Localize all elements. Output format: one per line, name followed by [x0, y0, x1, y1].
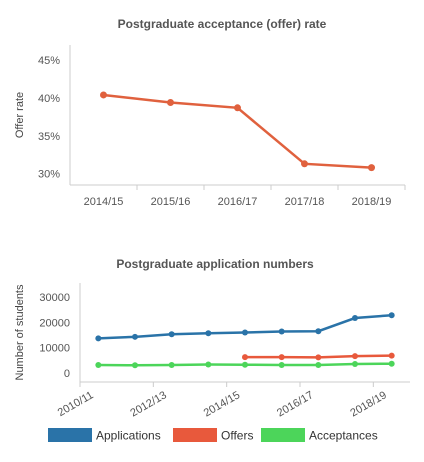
acceptances-point	[242, 361, 248, 368]
chart-title: Postgraduate application numbers	[116, 257, 314, 271]
acceptances-point	[315, 361, 322, 368]
applications-point	[278, 328, 285, 335]
x-tick-label: 2018/19	[352, 196, 392, 208]
offer-rate-point	[167, 99, 174, 107]
acceptances-point	[352, 360, 358, 367]
chart-title: Postgraduate acceptance (offer) rate	[118, 17, 327, 31]
x-tick-label: 2015/16	[151, 196, 191, 208]
applications-point	[95, 335, 102, 342]
acceptances-point	[95, 361, 102, 368]
offer-rate-point	[368, 164, 375, 172]
y-tick-label: 45%	[38, 55, 60, 67]
acceptances-point	[388, 360, 395, 367]
applications-point	[168, 331, 175, 338]
offers-point	[242, 354, 248, 361]
offer-rate-chart: Postgraduate acceptance (offer) rate Offe…	[14, 17, 406, 208]
y-tick-label: 20000	[39, 317, 70, 329]
x-tick-label: 2017/18	[285, 196, 325, 208]
applications-point	[352, 315, 358, 322]
acceptances-point	[205, 361, 212, 368]
offers-point	[278, 354, 285, 361]
x-tick-label: 2016/17	[275, 389, 315, 419]
y-axis-label: Number of students	[14, 284, 26, 380]
legend-swatch-offers	[173, 428, 217, 442]
acceptances-point	[168, 361, 175, 368]
offers-point	[315, 354, 322, 361]
applications-point	[388, 312, 395, 319]
applications-point	[132, 333, 138, 340]
y-tick-label: 35%	[38, 131, 60, 143]
acceptances-point	[278, 361, 285, 368]
x-tick-label: 2014/15	[84, 196, 124, 208]
offer-rate-point	[100, 91, 107, 99]
y-tick-label: 0	[64, 368, 70, 380]
y-tick-label: 10000	[39, 343, 70, 355]
y-tick-label: 30%	[38, 169, 60, 181]
y-tick-label: 40%	[38, 93, 60, 105]
acceptances-point	[132, 362, 138, 369]
offer-rate-point	[301, 160, 308, 168]
legend-swatch-acceptances	[261, 428, 305, 442]
legend-label-acceptances: Acceptances	[309, 429, 378, 443]
x-tick-label: 2014/15	[202, 389, 242, 419]
offer-rate-point	[234, 104, 241, 112]
applications-point	[315, 328, 322, 335]
x-tick-label: 2018/19	[348, 389, 388, 419]
applications-point	[205, 330, 212, 337]
offers-point	[352, 353, 358, 360]
offers-point	[388, 352, 395, 359]
legend-label-offers: Offers	[221, 429, 253, 443]
x-tick-label: 2016/17	[218, 196, 258, 208]
y-tick-label: 30000	[39, 292, 70, 304]
applications-point	[242, 329, 248, 336]
y-axis-label: Offer rate	[14, 92, 26, 138]
x-tick-label: 2012/13	[128, 389, 168, 419]
x-tick-label: 2010/11	[56, 389, 96, 419]
legend-swatch-applications	[48, 428, 92, 442]
legend-label-applications: Applications	[96, 429, 161, 443]
